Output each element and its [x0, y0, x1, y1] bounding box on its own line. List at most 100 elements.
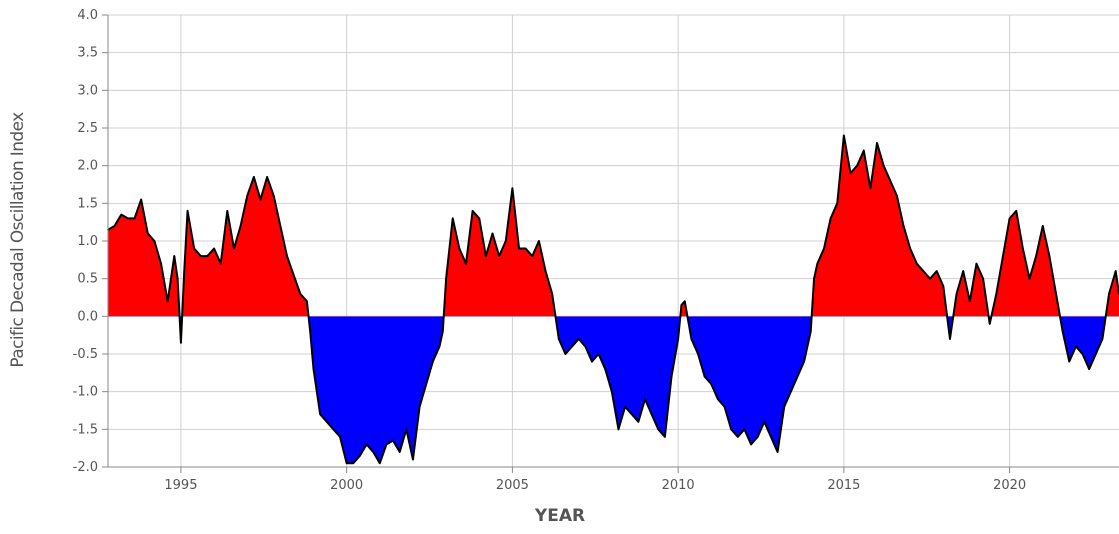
data-point — [226, 210, 229, 212]
data-point — [359, 454, 361, 457]
data-point — [319, 413, 321, 416]
data-point — [982, 277, 984, 280]
data-point — [491, 232, 494, 235]
data-point — [239, 225, 242, 227]
y-tick-label: 3.5 — [77, 46, 98, 61]
data-point — [531, 255, 534, 257]
data-point — [1048, 255, 1051, 257]
data-point — [670, 375, 673, 378]
x-tick-label: 2020 — [993, 478, 1026, 493]
data-point — [743, 428, 746, 431]
data-point — [564, 353, 567, 355]
data-point — [206, 255, 209, 257]
data-point — [524, 247, 527, 250]
data-point — [1068, 360, 1071, 363]
data-point — [942, 285, 945, 288]
data-point — [438, 345, 441, 348]
data-point — [1061, 330, 1064, 333]
data-point — [1022, 247, 1024, 250]
data-point — [219, 262, 222, 265]
y-tick-label: 2.5 — [77, 121, 98, 136]
data-point — [1088, 368, 1090, 370]
data-point — [451, 217, 454, 220]
data-point — [680, 304, 683, 306]
data-point — [1028, 277, 1031, 280]
data-point — [690, 338, 693, 340]
data-point — [783, 405, 786, 408]
data-point — [445, 277, 447, 280]
data-point — [975, 262, 978, 265]
data-point — [312, 368, 315, 370]
data-point — [272, 195, 275, 197]
data-point — [829, 217, 832, 220]
data-point — [180, 341, 182, 344]
data-point — [909, 247, 911, 250]
data-point — [246, 195, 249, 197]
data-point — [259, 198, 262, 201]
positive-area — [108, 135, 1119, 317]
data-point — [703, 375, 706, 378]
data-point — [929, 277, 931, 280]
data-point — [995, 292, 998, 295]
data-point — [955, 292, 958, 295]
data-point — [306, 300, 308, 303]
data-point — [186, 210, 189, 212]
data-point — [889, 179, 892, 182]
data-point — [176, 277, 179, 280]
data-point — [843, 134, 845, 137]
data-point — [836, 202, 839, 205]
data-point — [200, 255, 202, 257]
data-point — [591, 360, 593, 363]
data-point — [233, 247, 235, 250]
data-point — [286, 255, 288, 257]
data-point — [173, 255, 176, 257]
x-axis-label: YEAR — [534, 506, 586, 526]
data-point — [876, 142, 878, 144]
data-point — [418, 405, 421, 408]
x-tick-label: 2015 — [827, 478, 860, 493]
data-point — [717, 398, 719, 401]
data-point — [710, 383, 713, 385]
data-point — [432, 360, 434, 363]
data-point — [133, 217, 136, 220]
data-point — [723, 405, 726, 408]
data-point — [153, 240, 156, 242]
data-point — [471, 210, 474, 212]
data-point — [392, 439, 394, 442]
data-point — [551, 292, 553, 295]
data-point — [849, 172, 852, 174]
data-point — [949, 338, 951, 340]
data-point — [962, 270, 965, 272]
y-tick-label: -1.0 — [73, 385, 98, 400]
data-point — [856, 164, 858, 167]
data-point — [630, 413, 633, 416]
data-point — [1108, 292, 1110, 295]
data-point — [339, 436, 341, 438]
data-point — [737, 436, 739, 438]
y-tick-label: 1.5 — [77, 196, 98, 211]
data-point — [352, 462, 355, 465]
data-point — [511, 187, 514, 190]
x-tick-label: 2000 — [330, 478, 363, 493]
data-point — [498, 255, 500, 257]
data-point — [902, 225, 905, 227]
x-tick-label: 2005 — [496, 478, 529, 493]
data-point — [365, 443, 368, 446]
data-point — [1081, 353, 1084, 355]
data-point — [140, 198, 142, 201]
data-point — [504, 240, 507, 242]
data-point — [796, 375, 799, 378]
data-point — [584, 345, 587, 348]
data-point — [465, 262, 467, 265]
data-point — [478, 217, 481, 220]
data-point — [571, 345, 573, 348]
data-point — [1008, 217, 1011, 220]
data-point — [544, 270, 547, 272]
data-point — [1075, 345, 1077, 348]
data-point — [637, 421, 640, 423]
data-point — [1114, 270, 1117, 272]
data-point — [750, 443, 752, 446]
data-point — [193, 247, 195, 250]
data-point — [597, 353, 600, 355]
